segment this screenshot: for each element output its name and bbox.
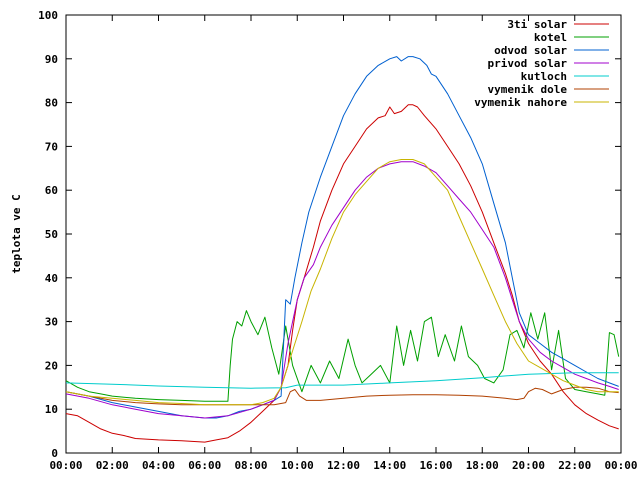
series-line-kotel: [65, 310, 620, 402]
x-tick-label: 08:00: [234, 459, 267, 472]
legend-label-kutloch: kutloch: [521, 70, 567, 83]
y-axis-ticks: 0 10 20 30 40 50 60 70 80 90 100: [38, 9, 621, 460]
y-tick-label: 70: [45, 140, 58, 153]
legend-label-3ti-solar: 3ti solar: [507, 18, 567, 31]
y-tick-label: 30: [45, 316, 58, 329]
y-axis-label: teplota ve C: [10, 194, 23, 273]
y-tick-label: 80: [45, 97, 58, 110]
legend-label-privod-solar: privod solar: [488, 57, 568, 70]
y-tick-label: 0: [51, 447, 58, 460]
series-line-privod-solar: [65, 161, 619, 419]
x-tick-label: 18:00: [466, 459, 499, 472]
x-tick-label: 00:00: [49, 459, 82, 472]
x-tick-label: 14:00: [373, 459, 406, 472]
y-tick-label: 100: [38, 9, 58, 22]
legend-label-kotel: kotel: [534, 31, 567, 44]
y-tick-label: 60: [45, 184, 58, 197]
y-tick-label: 20: [45, 359, 58, 372]
x-axis-ticks: 00:00 02:00 04:00 06:00 08:00 10:00 12:00 14:00…: [49, 15, 638, 472]
x-tick-label: 12:00: [327, 459, 360, 472]
y-tick-label: 90: [45, 53, 58, 66]
x-tick-label: 06:00: [188, 459, 221, 472]
x-tick-label: 04:00: [142, 459, 175, 472]
x-tick-label: 20:00: [512, 459, 545, 472]
series-lines: [65, 56, 620, 443]
legend-label-odvod-solar: odvod solar: [494, 44, 567, 57]
y-tick-label: 40: [45, 272, 58, 285]
x-tick-label: 02:00: [96, 459, 129, 472]
x-tick-label: 00:00: [604, 459, 637, 472]
series-line-kutloch: [65, 372, 619, 389]
x-tick-label: 16:00: [419, 459, 452, 472]
x-tick-label: 10:00: [281, 459, 314, 472]
legend-label-vymenik-dole: vymenik dole: [488, 83, 568, 96]
series-line-vymenik-nahore: [65, 159, 619, 406]
y-tick-label: 10: [45, 403, 58, 416]
series-line-3ti-solar: [65, 104, 619, 443]
x-tick-label: 22:00: [558, 459, 591, 472]
y-tick-label: 50: [45, 228, 58, 241]
legend-label-vymenik-nahore: vymenik nahore: [474, 96, 567, 109]
